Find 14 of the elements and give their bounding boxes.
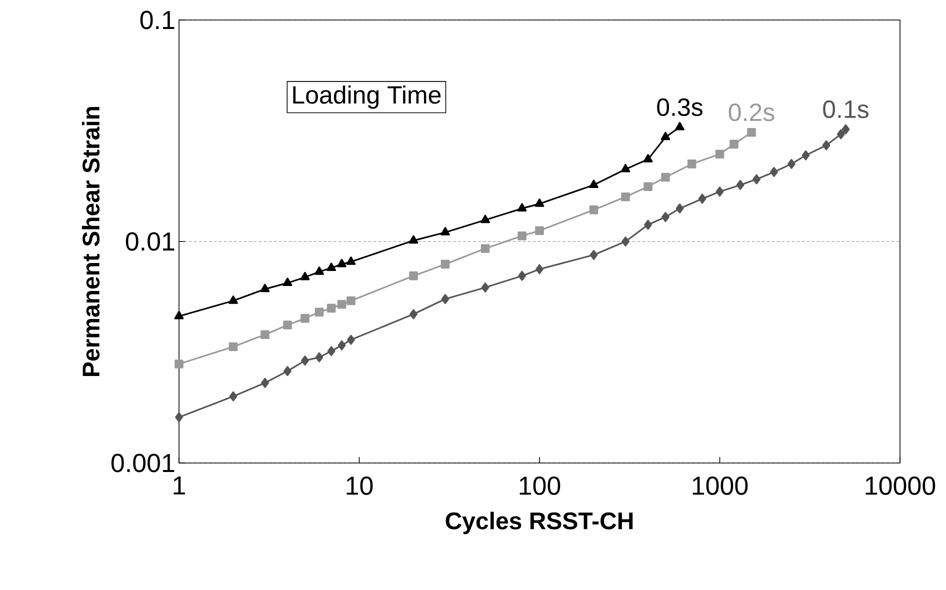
- x-tick-label: 10: [346, 476, 373, 495]
- x-tick-label: 1: [174, 476, 185, 494]
- x-tick-label: 1000: [692, 476, 748, 495]
- y-axis-title: Permanent Shear Strain: [82, 106, 100, 376]
- x-axis-title: Cycles RSST-CH: [446, 512, 633, 534]
- series-label: 0.1s: [823, 100, 868, 118]
- series-label: 0.3s: [657, 98, 702, 116]
- series-label: 0.2s: [728, 103, 774, 122]
- x-tick-label: 100: [520, 476, 560, 495]
- y-tick-label: 0.1: [140, 10, 174, 30]
- y-tick-label: 0.001: [111, 454, 174, 472]
- annotation: Loading Time: [293, 85, 441, 109]
- x-tick-label: 10000: [866, 476, 936, 495]
- y-tick-label: 0.01: [126, 232, 174, 251]
